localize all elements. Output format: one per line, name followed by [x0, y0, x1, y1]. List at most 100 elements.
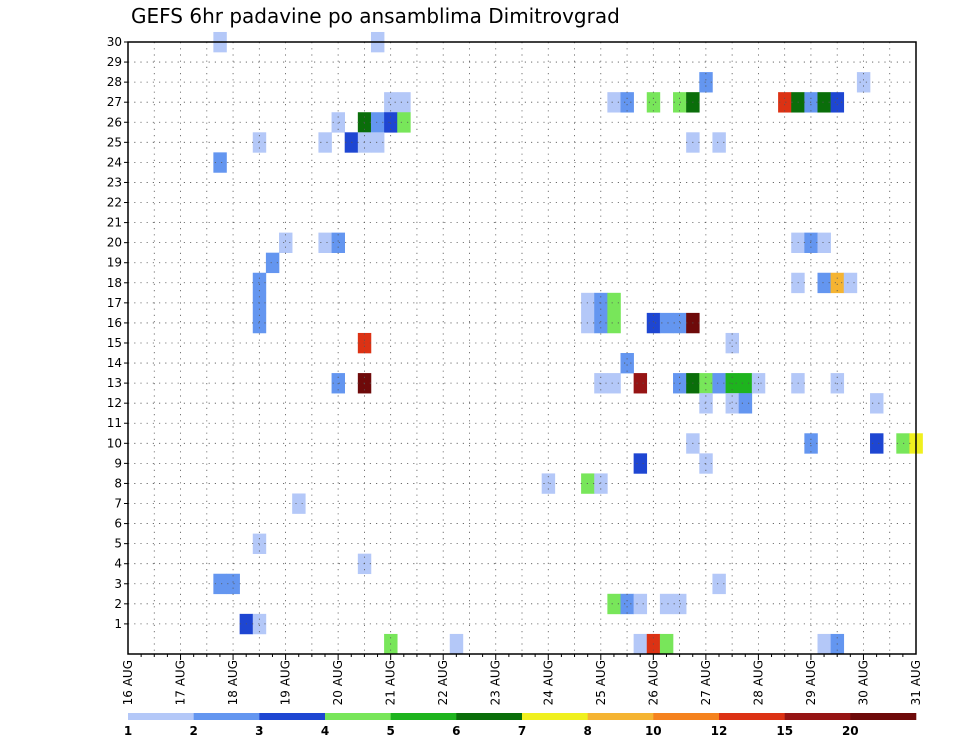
y-tick-label: 11	[107, 416, 122, 430]
precip-cell	[673, 92, 687, 113]
x-tick-label: 21 AUG	[384, 660, 398, 705]
colorbar-label: 5	[387, 724, 395, 738]
precip-cell	[699, 393, 713, 414]
precip-cell	[633, 593, 648, 615]
colorbar-swatch	[850, 713, 917, 720]
y-tick-label: 18	[107, 276, 122, 290]
precip-cell	[397, 112, 411, 133]
precip-cell	[252, 132, 267, 153]
precip-cell	[607, 92, 621, 113]
precip-cell	[226, 573, 240, 595]
precip-cell	[318, 132, 332, 153]
x-tick-label: 24 AUG	[541, 660, 555, 705]
precip-cell	[331, 232, 345, 253]
grid-layer	[128, 41, 916, 654]
precip-cell	[725, 332, 739, 354]
x-tick-label: 27 AUG	[699, 660, 713, 705]
y-tick-label: 6	[114, 517, 122, 531]
precip-cell	[594, 312, 608, 334]
y-tick-label: 7	[114, 497, 122, 511]
precip-cell	[607, 373, 621, 394]
x-tick-label: 26 AUG	[646, 660, 660, 705]
precip-cell	[870, 433, 884, 454]
x-tick-label: 28 AUG	[751, 660, 765, 705]
precip-cell	[252, 312, 267, 334]
precip-cell	[725, 393, 739, 414]
y-tick-label: 23	[107, 175, 122, 189]
precip-cell	[778, 92, 792, 113]
y-tick-label: 21	[107, 216, 122, 230]
x-tick-label: 30 AUG	[857, 660, 871, 705]
colorbar-swatch	[128, 713, 194, 720]
y-tick-label: 16	[107, 316, 122, 330]
precip-cell	[370, 132, 385, 153]
precip-cell	[384, 92, 398, 113]
precip-cell	[817, 232, 831, 253]
precip-cell	[252, 613, 267, 635]
precip-cell	[817, 633, 831, 655]
precip-cell	[646, 92, 661, 113]
x-tick-label: 20 AUG	[331, 660, 345, 705]
y-axis: 1234567891011121314151617181920212223242…	[107, 35, 128, 631]
colorbar-label: 10	[645, 724, 662, 738]
precip-cell	[265, 252, 280, 274]
y-tick-label: 17	[107, 296, 122, 310]
precip-cell	[213, 573, 227, 595]
precip-cell	[817, 92, 831, 113]
y-tick-label: 25	[107, 135, 122, 149]
precip-cell	[252, 272, 267, 294]
precip-cell	[830, 92, 845, 113]
precip-cell	[659, 312, 674, 334]
colorbar-swatch	[784, 713, 851, 720]
y-tick-label: 13	[107, 376, 122, 390]
colorbar-swatch	[259, 713, 326, 720]
colorbar-label: 12	[711, 724, 728, 738]
x-tick-label: 29 AUG	[804, 660, 818, 705]
y-tick-label: 19	[107, 256, 122, 270]
x-tick-label: 23 AUG	[489, 660, 503, 705]
y-tick-label: 27	[107, 95, 122, 109]
precip-cell	[607, 312, 621, 334]
x-axis: 16 AUG 17 AUG 18 AUG 19 AUG 20 AUG 21 AUG 22 A…	[121, 654, 923, 705]
y-tick-label: 4	[114, 557, 122, 571]
y-tick-label: 30	[107, 35, 122, 49]
y-tick-label: 28	[107, 75, 122, 89]
precip-cell	[870, 393, 884, 414]
y-tick-label: 2	[114, 597, 122, 611]
y-tick-label: 12	[107, 396, 122, 410]
colorbar-label: 7	[518, 724, 526, 738]
precip-cell	[633, 373, 648, 394]
colorbar-label: 1	[124, 724, 132, 738]
chart-title: GEFS 6hr padavine po ansamblima Dimitrov…	[131, 4, 620, 28]
colorbar-swatch	[587, 713, 654, 720]
precip-cell	[607, 593, 621, 615]
colorbar-swatch	[390, 713, 457, 720]
precip-cell	[673, 593, 687, 615]
precip-cell	[594, 473, 608, 494]
plot-frame	[127, 41, 917, 655]
colorbar-swatch	[719, 713, 785, 720]
colorbar-swatch	[325, 713, 391, 720]
precip-cell	[633, 633, 648, 655]
y-tick-label: 5	[114, 537, 122, 551]
colorbar-swatch	[522, 713, 588, 720]
precip-cell	[620, 593, 634, 615]
precip-cell	[541, 473, 556, 494]
precip-cell	[370, 112, 385, 133]
x-tick-label: 17 AUG	[174, 660, 188, 705]
precip-cell	[659, 633, 674, 655]
y-tick-label: 9	[114, 456, 122, 470]
y-tick-label: 29	[107, 55, 122, 69]
colorbar: 1 2 3 4 5 6 7 8 10 12 15 20	[124, 713, 917, 738]
colorbar-label: 8	[584, 724, 592, 738]
y-tick-label: 1	[114, 617, 122, 631]
precip-cell	[712, 373, 726, 394]
precip-cell	[659, 593, 674, 615]
precip-cell	[620, 92, 634, 113]
precip-cell	[738, 393, 753, 414]
x-tick-label: 22 AUG	[436, 660, 450, 705]
x-tick-label: 16 AUG	[121, 660, 135, 705]
x-tick-label: 25 AUG	[594, 660, 608, 705]
precip-cell	[318, 232, 332, 253]
